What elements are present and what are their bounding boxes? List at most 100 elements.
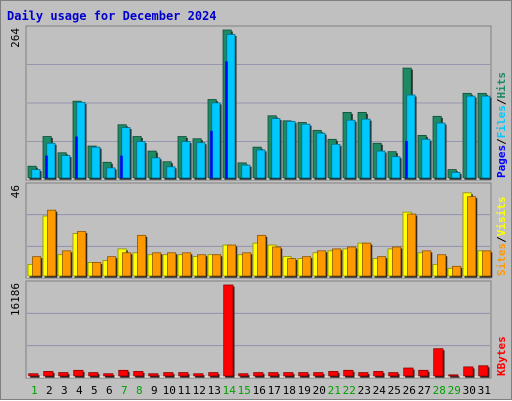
bar-kbytes bbox=[193, 373, 205, 378]
day-24-bars bbox=[372, 256, 388, 278]
bar-sites-fill bbox=[287, 258, 297, 277]
day-10-bars bbox=[162, 161, 177, 180]
day-17-bars bbox=[267, 244, 283, 278]
day-26-bars bbox=[402, 67, 417, 180]
day-15-bars bbox=[237, 252, 253, 278]
bar-files-fill bbox=[136, 141, 146, 179]
side-legend: Pages/Files/Hits bbox=[495, 72, 508, 178]
day-30-bars bbox=[462, 92, 477, 180]
x-tick-label: 13 bbox=[208, 384, 221, 397]
bar-files-fill bbox=[211, 102, 221, 179]
bar-sites bbox=[92, 262, 103, 278]
bar-kbytes-fill bbox=[418, 369, 429, 377]
bar-files bbox=[271, 118, 282, 180]
bar-sites-fill bbox=[347, 246, 357, 277]
bar-kbytes-fill bbox=[373, 371, 384, 377]
bar-sites bbox=[62, 250, 73, 278]
day-10-bars bbox=[163, 372, 175, 378]
day-20-bars bbox=[313, 372, 325, 378]
bar-sites-fill bbox=[32, 256, 42, 277]
day-3-bars bbox=[57, 250, 73, 278]
bar-pages bbox=[45, 155, 48, 178]
bar-kbytes bbox=[358, 372, 370, 378]
bar-kbytes bbox=[478, 365, 490, 378]
bars bbox=[27, 192, 493, 278]
bar-files bbox=[286, 120, 297, 180]
bar-sites bbox=[287, 258, 298, 278]
bar-files-fill bbox=[31, 169, 41, 179]
day-29-bars bbox=[447, 169, 462, 180]
bar-sites bbox=[362, 242, 373, 278]
bar-files-fill bbox=[466, 95, 476, 179]
x-tick-label: 8 bbox=[136, 384, 143, 397]
bar-pages bbox=[225, 61, 228, 179]
day-13-bars bbox=[208, 372, 220, 378]
day-20-bars bbox=[312, 129, 327, 180]
day-28-bars bbox=[432, 254, 448, 278]
bar-kbytes-fill bbox=[208, 372, 219, 377]
x-tick-label: 21 bbox=[328, 384, 341, 397]
day-7-bars bbox=[118, 369, 130, 378]
day-17-bars bbox=[267, 115, 282, 180]
bar-sites bbox=[107, 256, 118, 278]
bar-sites bbox=[122, 252, 133, 278]
day-25-bars bbox=[387, 151, 402, 180]
bar-kbytes bbox=[403, 367, 415, 378]
day-23-bars bbox=[358, 372, 370, 378]
day-23-bars bbox=[357, 112, 372, 180]
bar-sites bbox=[167, 252, 178, 278]
bar-sites bbox=[77, 231, 88, 278]
bar-files-fill bbox=[316, 132, 326, 179]
day-30-bars bbox=[463, 366, 475, 378]
bar-kbytes bbox=[43, 371, 55, 378]
day-4-bars bbox=[72, 100, 87, 180]
bar-kbytes-fill bbox=[313, 372, 324, 377]
day-12-bars bbox=[192, 138, 207, 180]
x-tick-label: 19 bbox=[298, 384, 311, 397]
bar-files bbox=[406, 94, 417, 180]
bar-pages bbox=[405, 141, 408, 178]
day-8-bars bbox=[133, 371, 145, 378]
day-14-bars bbox=[222, 244, 238, 278]
bar-files bbox=[181, 141, 192, 180]
day-19-bars bbox=[297, 256, 313, 278]
day-16-bars bbox=[253, 372, 265, 378]
bar-sites-fill bbox=[422, 250, 432, 277]
bar-kbytes bbox=[253, 372, 265, 378]
day-22-bars bbox=[342, 112, 357, 180]
bar-kbytes-fill bbox=[448, 374, 459, 377]
x-tick-label: 5 bbox=[91, 384, 98, 397]
bar-kbytes bbox=[88, 372, 100, 378]
bar-sites-fill bbox=[332, 248, 342, 277]
x-tick-label: 10 bbox=[163, 384, 176, 397]
day-14-bars bbox=[223, 284, 235, 378]
bar-kbytes bbox=[163, 372, 175, 378]
side-legend-text: KBytes bbox=[495, 336, 508, 376]
gridlines bbox=[27, 312, 490, 347]
day-6-bars bbox=[102, 161, 117, 180]
x-tick-label: 18 bbox=[283, 384, 296, 397]
day-12-bars bbox=[193, 373, 205, 378]
bar-sites-fill bbox=[452, 265, 462, 277]
legend-visits: Visits bbox=[495, 197, 508, 237]
chart-title: Daily usage for December 2024 bbox=[7, 9, 217, 23]
bar-kbytes-fill bbox=[388, 372, 399, 377]
bar-files-fill bbox=[121, 127, 131, 179]
bar-files bbox=[106, 167, 117, 180]
x-tick-label: 20 bbox=[313, 384, 326, 397]
bar-kbytes-fill bbox=[148, 373, 159, 377]
x-tick-label: 22 bbox=[343, 384, 356, 397]
day-1-bars bbox=[28, 373, 40, 378]
bar-kbytes bbox=[418, 369, 430, 378]
day-13-bars bbox=[207, 254, 223, 278]
bar-sites bbox=[392, 246, 403, 278]
bar-kbytes bbox=[328, 371, 340, 378]
legend-pages: Pages bbox=[495, 145, 508, 178]
side-legend: Sites/Visits bbox=[495, 197, 508, 277]
bar-kbytes bbox=[313, 372, 325, 378]
day-5-bars bbox=[88, 372, 100, 378]
bar-files-fill bbox=[241, 164, 251, 179]
bar-kbytes bbox=[208, 372, 220, 378]
day-21-bars bbox=[327, 248, 343, 278]
bar-sites-fill bbox=[302, 256, 312, 277]
